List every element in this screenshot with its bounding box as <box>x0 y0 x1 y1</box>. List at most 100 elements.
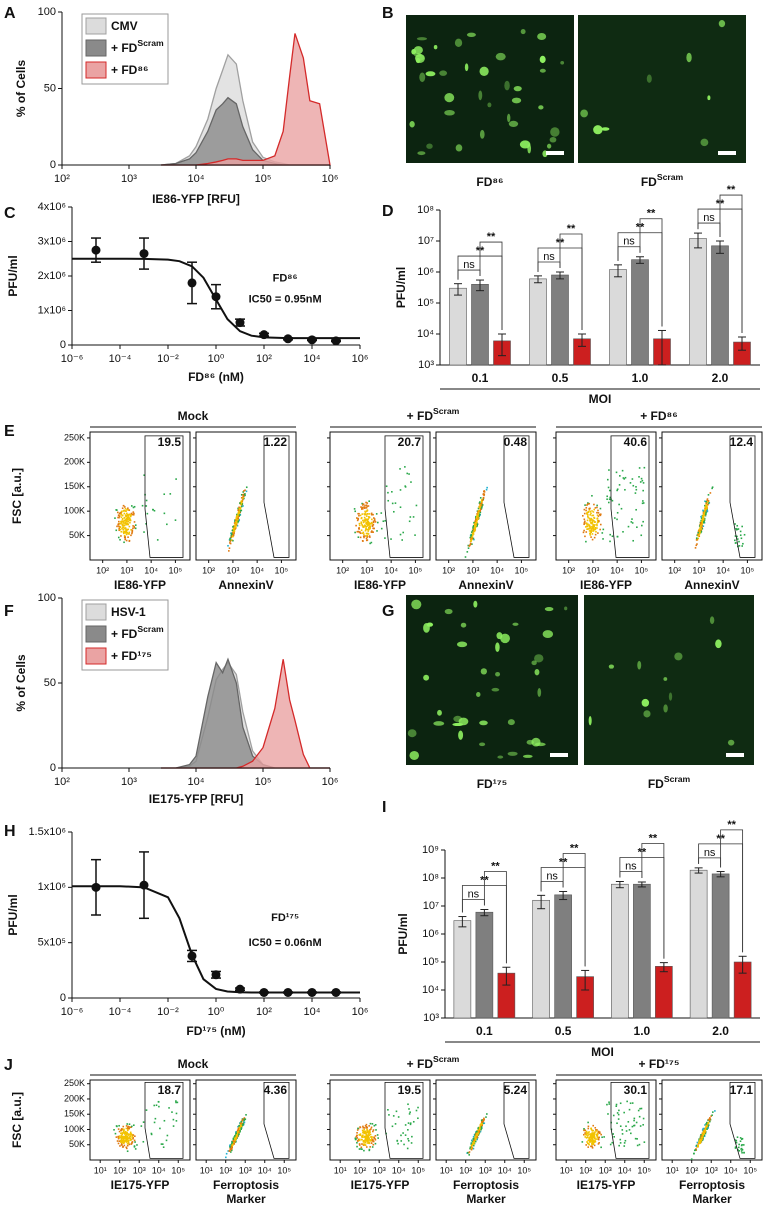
cell-event <box>704 1132 706 1135</box>
cell-event <box>116 525 118 528</box>
panel-letter: D <box>382 203 394 220</box>
data-point <box>307 335 317 345</box>
cell-event <box>711 1114 713 1117</box>
cell-event <box>370 1136 372 1138</box>
significance-label: ns <box>468 888 480 900</box>
gate <box>610 435 650 558</box>
cell-event <box>120 510 123 513</box>
fluorescent-cell <box>415 58 421 64</box>
cell-event <box>127 1141 130 1143</box>
cell-event <box>714 1110 716 1112</box>
cell-event <box>624 488 626 491</box>
cell-event <box>126 531 129 534</box>
cell-event <box>703 1134 706 1137</box>
fluorescent-cell <box>526 739 534 745</box>
bar <box>471 284 489 366</box>
cell-event <box>240 502 243 505</box>
cell-event <box>705 500 707 503</box>
cell-event <box>707 502 710 505</box>
cell-event <box>368 523 371 525</box>
x-tick-label: 10⁻⁴ <box>109 353 132 365</box>
cell-event <box>122 504 125 507</box>
fluorescent-cell <box>718 20 726 28</box>
cell-event <box>368 500 370 503</box>
cell-event <box>121 1140 123 1143</box>
fluorescent-cell <box>414 53 422 57</box>
cell-event <box>475 1132 478 1135</box>
cell-event <box>134 527 137 530</box>
plot-frame <box>661 1079 763 1161</box>
cell-event <box>706 498 709 500</box>
cell-event <box>594 521 597 523</box>
cell-event <box>406 472 409 475</box>
cell-event <box>589 1136 592 1139</box>
cell-event <box>125 528 128 531</box>
x-tick-label: 10⁴ <box>724 1165 738 1175</box>
cell-event <box>127 1139 129 1141</box>
cell-event <box>118 526 121 528</box>
y-tick-label: 2x10⁶ <box>38 270 66 282</box>
cell-event <box>120 1143 123 1145</box>
cell-event <box>584 1129 586 1132</box>
cell-event <box>471 1147 474 1149</box>
cell-event <box>399 468 401 470</box>
cell-event <box>130 534 132 537</box>
cell-event <box>612 1114 615 1117</box>
cell-event <box>240 1128 242 1130</box>
cell-event <box>589 1135 592 1138</box>
bar <box>711 873 730 1019</box>
cell-event <box>741 1151 743 1154</box>
cell-event <box>592 527 595 530</box>
fluorescent-cell <box>646 74 652 83</box>
cell-event <box>594 526 597 529</box>
fluorescent-cell <box>473 600 478 608</box>
x-tick-label: 10⁵ <box>171 1165 185 1175</box>
cell-event <box>583 523 585 526</box>
cell-event <box>472 528 475 531</box>
cell-event <box>711 487 713 490</box>
cell-event <box>119 522 122 525</box>
cell-event <box>602 538 604 540</box>
cell-event <box>116 511 119 514</box>
cell-event <box>584 535 586 538</box>
cell-event <box>363 536 365 539</box>
cell-event <box>397 1116 400 1118</box>
fluorescent-cell <box>715 639 722 649</box>
cell-event <box>230 1148 233 1151</box>
cell-event <box>128 1133 131 1136</box>
cell-event <box>474 1140 477 1143</box>
bar <box>449 287 467 366</box>
y-axis-label: PFU/ml <box>6 255 20 296</box>
cell-event <box>361 1136 364 1138</box>
cell-event <box>475 520 477 522</box>
cell-event <box>481 502 483 505</box>
cell-event <box>479 503 481 505</box>
fluorescent-cell <box>416 37 428 41</box>
cell-event <box>591 538 594 541</box>
fluorescent-cell <box>479 66 489 77</box>
cell-event <box>239 503 242 506</box>
cell-event <box>370 1142 373 1144</box>
cell-event <box>635 486 637 488</box>
cell-event <box>374 1124 377 1126</box>
y-tick-label: 200K <box>64 457 85 467</box>
significance-label: ** <box>567 223 576 235</box>
cell-event <box>368 1148 371 1151</box>
cell-event <box>121 517 124 520</box>
cell-event <box>597 1138 600 1141</box>
cell-event <box>695 539 698 541</box>
cell-event <box>474 1136 477 1139</box>
cell-event <box>586 519 589 522</box>
cell-event <box>417 1106 419 1109</box>
cell-event <box>633 1124 636 1127</box>
cell-event <box>613 517 616 519</box>
cell-event <box>358 1148 361 1150</box>
cell-event <box>482 498 485 501</box>
y-axis-label: % of Cells <box>14 60 28 118</box>
cell-event <box>619 475 621 477</box>
group-title: Mock <box>178 1057 209 1071</box>
significance-bracket <box>457 269 481 280</box>
legend-label-text: + FD⁸⁶ <box>111 63 149 77</box>
cell-event <box>412 516 415 518</box>
plot-frame <box>435 1079 537 1161</box>
